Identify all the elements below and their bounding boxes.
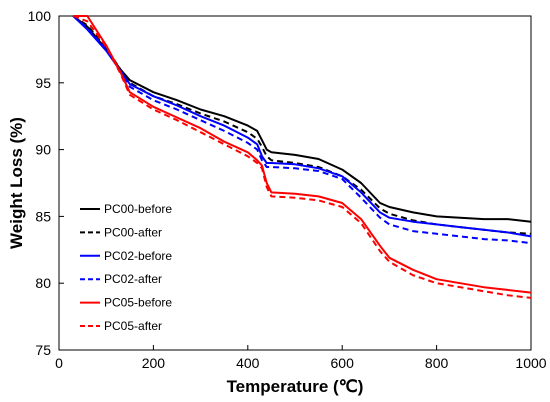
y-tick-label: 95 — [35, 75, 51, 91]
series-line-pc05-after — [72, 15, 532, 299]
y-tick-label: 75 — [35, 342, 51, 358]
legend-label: PC02-before — [104, 249, 172, 263]
legend: PC00-before PC00-after PC02-before PC02-aft… — [80, 202, 172, 333]
y-axis-title: Weight Loss (%) — [7, 117, 26, 249]
x-tick-label: 200 — [142, 355, 166, 371]
series-line-pc00-before — [72, 15, 532, 223]
legend-label: PC05-after — [104, 319, 162, 333]
legend-label: PC00-after — [104, 225, 162, 239]
x-tick-label: 1000 — [515, 355, 546, 371]
y-tick-label: 100 — [28, 8, 52, 24]
legend-label: PC00-before — [104, 202, 172, 216]
x-tick-label: 0 — [55, 355, 63, 371]
series-line-pc02-before — [72, 15, 532, 238]
axis-tick-labels: 0 200 400 600 800 1000 75 80 85 90 95 100 — [28, 8, 547, 371]
series-line-pc02-after — [72, 15, 532, 245]
legend-label: PC05-before — [104, 296, 172, 310]
y-tick-label: 85 — [35, 208, 51, 224]
y-tick-label: 90 — [35, 142, 51, 158]
x-tick-label: 600 — [331, 355, 355, 371]
x-tick-label: 400 — [236, 355, 260, 371]
series-lines — [72, 15, 532, 299]
plot-frame — [58, 15, 532, 351]
series-line-pc05-before — [73, 15, 532, 294]
legend-label: PC02-after — [104, 272, 162, 286]
x-tick-label: 800 — [425, 355, 449, 371]
axis-ticks — [58, 15, 532, 351]
x-axis-title: Temperature (℃) — [227, 377, 364, 396]
y-tick-label: 80 — [35, 275, 51, 291]
